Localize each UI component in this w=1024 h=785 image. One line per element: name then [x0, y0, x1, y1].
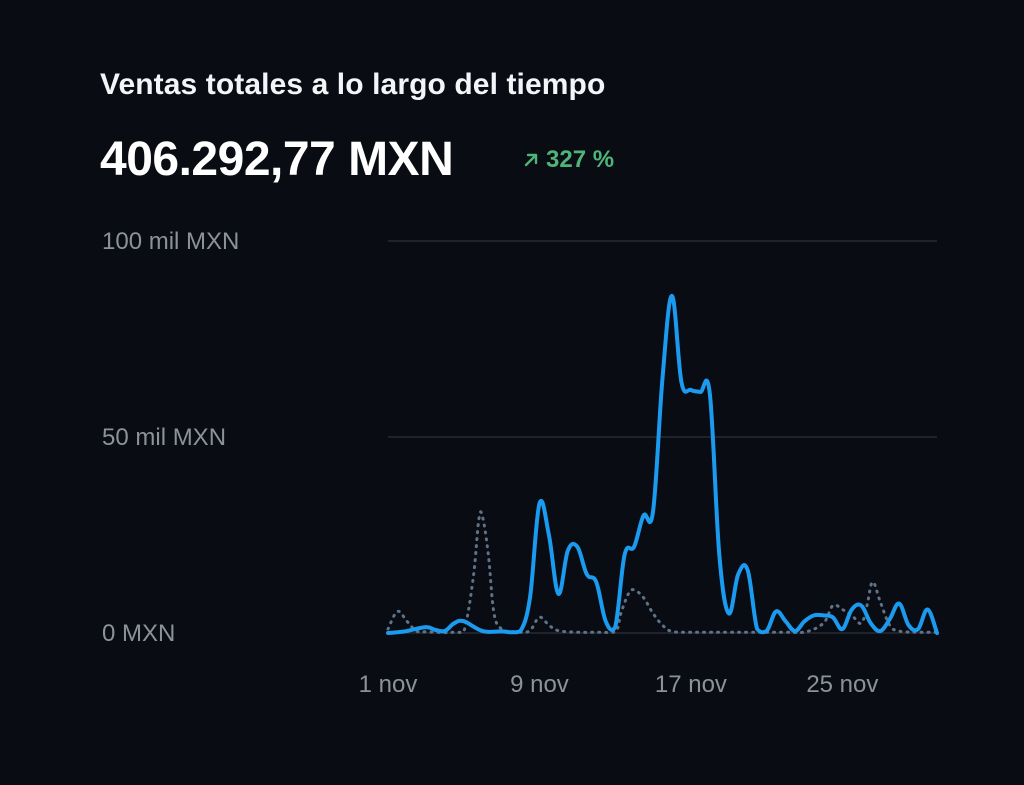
x-tick-label: 9 nov: [510, 671, 569, 698]
x-tick-label: 25 nov: [806, 671, 878, 698]
chart-title: Ventas totales a lo largo del tiempo: [100, 68, 606, 101]
y-tick-label: 50 mil MXN: [102, 424, 226, 451]
grid-lines: [388, 240, 937, 634]
previous-period-line: [386, 510, 939, 635]
y-tick-label: 100 mil MXN: [102, 228, 239, 255]
x-tick-label: 17 nov: [655, 671, 727, 698]
total-sales-value: 406.292,77 MXN: [100, 133, 454, 186]
x-tick-label: 1 nov: [359, 671, 418, 698]
y-axis-ticks: 0 MXN 50 mil MXN 100 mil MXN: [102, 228, 239, 647]
series-lines: [386, 293, 939, 635]
x-axis-ticks: 1 nov 9 nov 17 nov 25 nov: [359, 671, 879, 698]
change-badge: 327 %: [522, 146, 614, 174]
arrow-up-right-icon: [524, 153, 538, 167]
y-tick-label: 0 MXN: [102, 620, 175, 647]
change-percent: 327 %: [546, 146, 615, 173]
current-period-line: [386, 293, 939, 635]
